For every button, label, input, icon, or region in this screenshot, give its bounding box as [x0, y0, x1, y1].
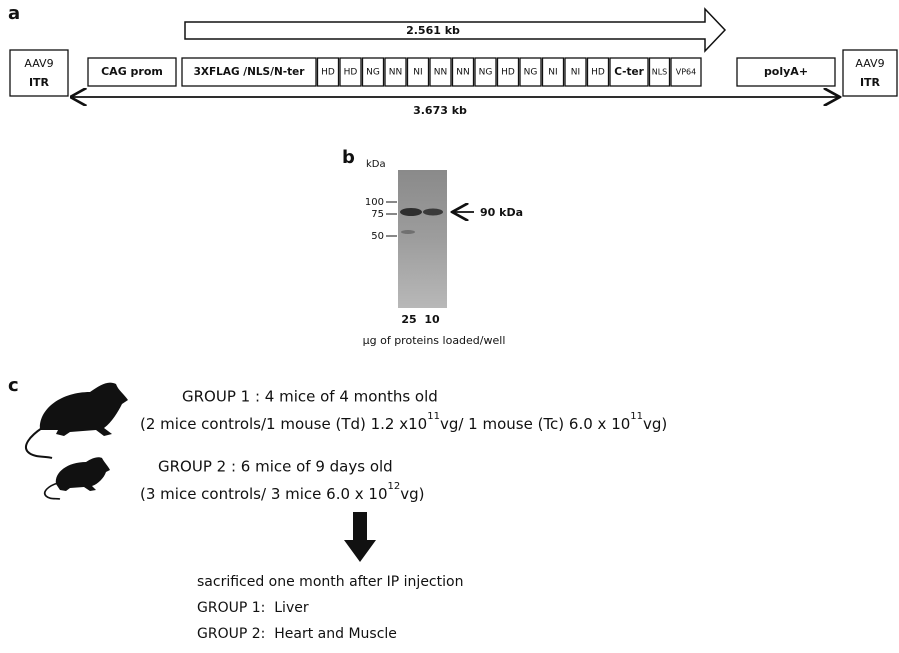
flow-arrow [344, 512, 376, 562]
outcome-text: sacrificed one month after IP injection [197, 574, 463, 590]
segment-label: NI [548, 68, 557, 78]
group-title: GROUP 2 : 6 mice of 9 days old [158, 458, 393, 476]
band-label: 90 kDa [480, 206, 523, 219]
panel-label: b [342, 147, 355, 168]
ladder-label: 75 [371, 209, 384, 220]
segment-label: NI [413, 68, 422, 78]
segment-label: C-ter [614, 66, 644, 78]
segment-label: NN [456, 68, 469, 78]
band [400, 208, 422, 216]
exponent: 11 [630, 411, 643, 422]
detail-text: vg) [643, 415, 667, 433]
detail-text: (3 mice controls/ 3 mice 6.0 x 10 [140, 485, 388, 503]
segment-label: NG [366, 68, 380, 78]
detail-text: vg) [400, 485, 424, 503]
segment-label: HD [344, 68, 358, 78]
segment-label: NN [434, 68, 447, 78]
figure: a 2.561 kb AAV9 ITR CAG prom 3XFLAG /NLS… [0, 0, 899, 649]
segment-label: NG [524, 68, 538, 78]
segment-label: NI [571, 68, 580, 78]
insert-size: 2.561 kb [406, 24, 460, 37]
band [423, 209, 443, 216]
segment-label: HD [321, 68, 335, 78]
itr-label: AAV9 [855, 57, 884, 70]
lane-label: 10 [424, 313, 440, 326]
ladder-label: 50 [371, 231, 384, 242]
outcome-text: GROUP 2: Heart and Muscle [197, 626, 397, 642]
exponent: 12 [388, 481, 401, 492]
segment-label: 3XFLAG /NLS/N-ter [194, 66, 306, 78]
itr-label: ITR [860, 76, 881, 89]
panel-label: c [8, 375, 19, 396]
ladder-label: 100 [365, 197, 384, 208]
segment-label: HD [501, 68, 515, 78]
segment-label: VP64 [676, 68, 696, 77]
band [401, 230, 415, 234]
mouse-icon [45, 457, 110, 499]
exponent: 11 [427, 411, 440, 422]
group-detail: (2 mice controls/1 mouse (Td) 1.2 x1011v… [140, 411, 667, 433]
detail-text: vg/ 1 mouse (Tc) 6.0 x 10 [440, 415, 630, 433]
segment-label: NG [479, 68, 493, 78]
caption: μg of proteins loaded/well [363, 334, 506, 347]
lane-label: 25 [401, 313, 416, 326]
segment-label: HD [591, 68, 605, 78]
mouse-icon [26, 383, 128, 458]
itr-label: ITR [29, 76, 50, 89]
segments: 3XFLAG /NLS/N-ter HD HD NG NN NI NN NN NG HD NG NI N… [182, 58, 701, 86]
outcome-text: GROUP 1: Liver [197, 600, 309, 616]
segment-label: NLS [652, 68, 668, 77]
group-detail: (3 mice controls/ 3 mice 6.0 x 1012vg) [140, 481, 425, 503]
panel-label: a [8, 3, 20, 24]
unit-label: kDa [366, 159, 386, 170]
segment-label: NN [389, 68, 402, 78]
promoter-label: CAG prom [101, 65, 163, 78]
detail-text: (2 mice controls/1 mouse (Td) 1.2 x10 [140, 415, 427, 433]
itr-label: AAV9 [24, 57, 53, 70]
total-size: 3.673 kb [413, 104, 467, 117]
group-title: GROUP 1 : 4 mice of 4 months old [182, 388, 438, 406]
blot [398, 170, 447, 308]
polya-label: polyA+ [764, 65, 808, 78]
